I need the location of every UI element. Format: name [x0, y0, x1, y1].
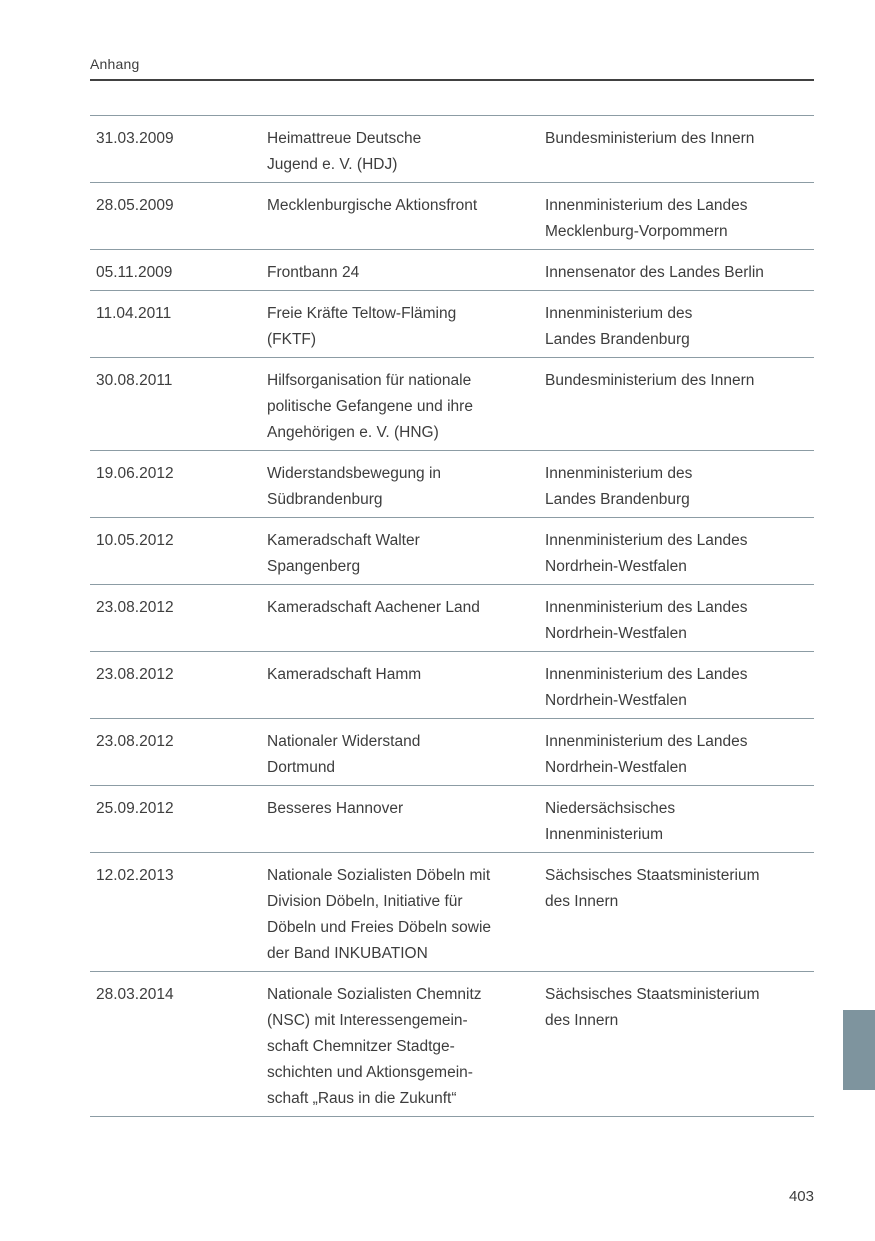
banning-authority: Niedersächsisches Innenministerium [545, 800, 676, 843]
banning-authority: Innensenator des Landes Berlin [545, 264, 764, 281]
table-row: 12.02.2013 Nationale Sozialisten Döbeln … [90, 853, 814, 972]
organization-name: Hilfsorganisation für nationale politisc… [267, 372, 473, 441]
organization-name: Widerstandsbewegung in Südbrandenburg [267, 465, 442, 508]
organization-name: Kameradschaft Hamm [267, 666, 422, 683]
table-row: 23.08.2012 Kameradschaft Aachener Land I… [90, 585, 814, 652]
ban-date: 30.08.2011 [96, 372, 173, 389]
ban-date: 19.06.2012 [96, 465, 174, 482]
ban-date: 31.03.2009 [96, 130, 174, 147]
organization-name: Nationale Sozialisten Döbeln mit Divisio… [267, 867, 492, 962]
organization-name: Kameradschaft Walter Spangenberg [267, 532, 420, 575]
table-row: 30.08.2011 Hilfsorganisation für nationa… [90, 358, 814, 451]
banning-authority: Innenministerium des Landes Brandenburg [545, 465, 693, 508]
organization-name: Heimattreue Deutsche Jugend e. V. (HDJ) [267, 130, 422, 173]
organization-name: Besseres Hannover [267, 800, 404, 817]
banning-authority: Bundesministerium des Innern [545, 130, 755, 147]
table-row: 31.03.2009 Heimattreue Deutsche Jugend e… [90, 116, 814, 183]
ban-date: 25.09.2012 [96, 800, 174, 817]
ban-date: 23.08.2012 [96, 599, 174, 616]
table-row: 28.05.2009 Mecklenburgische Aktionsfront… [90, 183, 814, 250]
page-number: 403 [788, 1188, 814, 1205]
banning-authority: Innenministerium des Landes Nordrhein-We… [545, 666, 748, 709]
organization-name: Nationaler Widerstand Dortmund [267, 733, 421, 776]
table-row: 11.04.2011 Freie Kräfte Teltow-Fläming (… [90, 291, 814, 358]
table-row: 19.06.2012 Widerstandsbewegung in Südbra… [90, 451, 814, 518]
banning-authority: Innenministerium des Landes Nordrhein-We… [545, 532, 748, 575]
organization-name: Freie Kräfte Teltow-Fläming (FKTF) [267, 305, 457, 348]
organization-name: Nationale Sozialisten Chemnitz (NSC) mit… [267, 986, 482, 1107]
table-row: 23.08.2012 Nationaler Widerstand Dortmun… [90, 719, 814, 786]
ban-date: 28.03.2014 [96, 986, 174, 1003]
ban-date: 23.08.2012 [96, 733, 174, 750]
banning-authority: Bundesministerium des Innern [545, 372, 755, 389]
banning-authority: Sächsisches Staatsministerium des Innern [545, 986, 760, 1029]
table-row: 10.05.2012 Kameradschaft Walter Spangenb… [90, 518, 814, 585]
organization-name: Mecklenburgische Aktionsfront [267, 197, 478, 214]
organization-name: Frontbann 24 [267, 264, 360, 281]
organization-name: Kameradschaft Aachener Land [267, 599, 480, 616]
table-row: 23.08.2012 Kameradschaft Hamm Innenminis… [90, 652, 814, 719]
banning-authority: Innenministerium des Landes Nordrhein-We… [545, 599, 748, 642]
ban-date: 23.08.2012 [96, 666, 174, 683]
banning-authority: Innenministerium des Landes Mecklenburg-… [545, 197, 748, 240]
header-rule [90, 79, 814, 81]
banning-authority: Sächsisches Staatsministerium des Innern [545, 867, 760, 910]
ban-date: 12.02.2013 [96, 867, 174, 884]
table-row: 05.11.2009 Frontbann 24 Innensenator des… [90, 250, 814, 291]
table-row: 28.03.2014 Nationale Sozialisten Chemnit… [90, 972, 814, 1117]
running-header: Anhang [90, 56, 140, 72]
ban-date: 28.05.2009 [96, 197, 174, 214]
banning-authority: Innenministerium des Landes Brandenburg [545, 305, 693, 348]
ban-date: 05.11.2009 [96, 264, 173, 281]
table-row: 25.09.2012 Besseres Hannover Niedersächs… [90, 786, 814, 853]
ban-date: 11.04.2011 [96, 305, 172, 322]
ban-table: 31.03.2009 Heimattreue Deutsche Jugend e… [90, 115, 814, 1117]
banning-authority: Innenministerium des Landes Nordrhein-We… [545, 733, 748, 776]
ban-date: 10.05.2012 [96, 532, 174, 549]
chapter-edge-tab [843, 1010, 875, 1090]
